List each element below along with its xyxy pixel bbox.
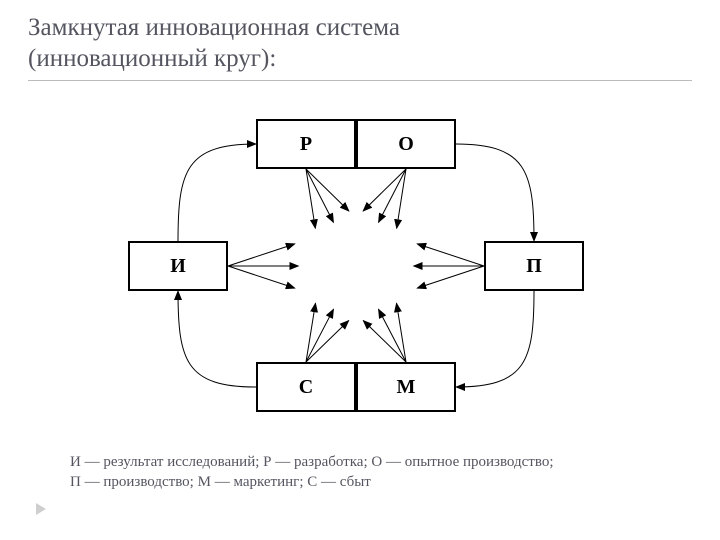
legend-line-1: И — результат исследований; Р — разработ… (70, 454, 554, 470)
node-M: М (356, 362, 456, 412)
legend-line-2: П — производство; М — маркетинг; С — сбы… (70, 474, 371, 490)
legend: И — результат исследований; Р — разработ… (70, 452, 670, 493)
slide-marker-icon (36, 503, 46, 515)
node-R: Р (256, 119, 356, 169)
node-P: П (484, 241, 584, 291)
node-S: С (256, 362, 356, 412)
node-I: И (128, 241, 228, 291)
node-O: О (356, 119, 456, 169)
